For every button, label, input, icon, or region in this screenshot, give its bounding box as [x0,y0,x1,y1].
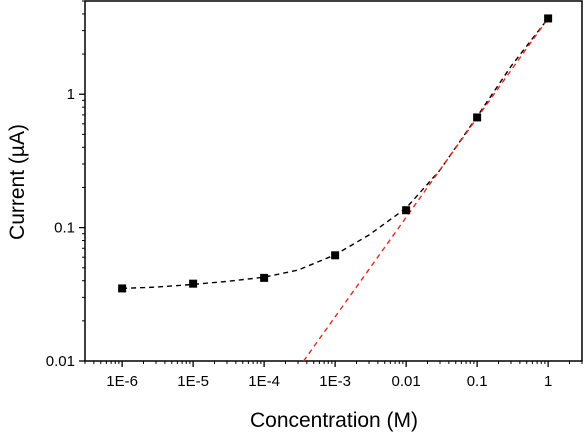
x-axis-title: Concentration (M) [250,409,418,432]
data-point [473,113,482,122]
y-tick-label: 1 [67,86,75,103]
y-axis-title: Current (µA) [6,124,29,240]
plot-frame [84,0,583,362]
data-point [189,279,198,288]
data-point [331,251,340,260]
y-tick-label: 0.1 [54,220,75,237]
y-tick-label: 0.01 [46,353,75,370]
labels-layer: Concentration (M) Current (µA) 1E-6 1E-5 1… [6,86,552,432]
axes-layer [79,0,583,367]
x-tick-label: 1E-3 [319,373,351,390]
fit-curve-line [122,17,549,290]
x-tick-label: 1 [544,373,552,390]
x-tick-label: 1E-5 [177,373,209,390]
data-point [118,284,127,293]
x-tick-label: 0.01 [392,373,421,390]
linear-fit-line [303,17,549,362]
series-layer [118,14,553,362]
x-tick-label: 1E-6 [106,373,138,390]
data-point [402,206,411,215]
data-point [544,14,553,23]
x-tick-label: 1E-4 [248,373,280,390]
x-tick-label: 0.1 [467,373,488,390]
data-point [260,273,269,282]
